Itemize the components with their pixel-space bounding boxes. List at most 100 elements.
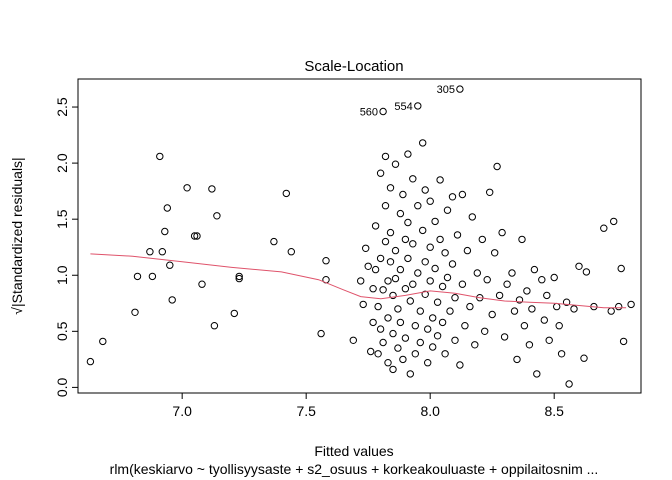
data-point — [545, 336, 553, 344]
data-point — [513, 355, 521, 364]
data-point — [371, 222, 380, 230]
data-point — [508, 269, 516, 277]
data-point — [530, 265, 539, 274]
data-point — [575, 262, 583, 270]
data-point — [374, 350, 382, 358]
data-point — [468, 213, 476, 221]
point-label: 554 — [394, 101, 412, 113]
data-point — [503, 280, 511, 288]
data-point — [146, 248, 154, 256]
data-point — [436, 176, 444, 184]
data-point — [600, 224, 608, 232]
data-point — [376, 254, 385, 263]
data-point — [133, 272, 142, 281]
data-point — [183, 184, 191, 192]
data-point — [396, 209, 405, 218]
data-point — [409, 280, 417, 288]
data-point — [448, 193, 457, 201]
data-point — [411, 350, 419, 358]
data-point — [414, 102, 422, 110]
data-point — [617, 264, 625, 273]
data-point — [518, 235, 526, 244]
x-tick-label: 7.0 — [172, 403, 192, 419]
data-point — [466, 302, 474, 311]
data-point — [394, 305, 402, 313]
data-point — [619, 337, 628, 346]
point-labels: 305 554 560 — [360, 84, 455, 118]
data-point — [394, 344, 402, 352]
data-point — [483, 276, 491, 284]
data-point — [389, 329, 397, 338]
point-label: 560 — [360, 107, 378, 119]
data-point — [419, 139, 427, 147]
data-point — [374, 302, 382, 311]
data-point — [414, 269, 422, 277]
data-point — [451, 294, 459, 302]
data-point — [426, 197, 434, 205]
data-point — [381, 202, 390, 210]
data-point — [557, 350, 566, 358]
data-point — [607, 307, 615, 315]
data-point — [270, 237, 278, 246]
x-tick-label: 7.5 — [296, 403, 316, 419]
y-tick-label: 2.0 — [54, 153, 70, 173]
data-point — [404, 254, 412, 263]
data-point — [396, 318, 405, 327]
data-point — [426, 277, 434, 285]
data-point — [424, 325, 432, 333]
data-point — [131, 308, 139, 316]
data-point — [446, 307, 454, 315]
data-point — [86, 357, 95, 366]
data-point — [456, 85, 464, 93]
data-point — [500, 333, 509, 341]
data-point — [158, 248, 167, 256]
data-point — [379, 107, 387, 116]
data-point — [421, 290, 429, 298]
data-point — [411, 322, 419, 330]
data-point — [421, 258, 429, 266]
data-point — [431, 264, 439, 273]
data-point — [213, 212, 221, 220]
data-point — [230, 309, 239, 318]
data-point — [287, 248, 295, 256]
data-point — [379, 338, 387, 347]
data-point — [322, 257, 330, 265]
data-point — [433, 298, 442, 306]
data-point — [168, 296, 176, 304]
data-point — [414, 202, 422, 210]
data-point — [510, 307, 519, 315]
data-point — [441, 249, 449, 257]
data-point — [555, 322, 563, 330]
data-point — [424, 359, 432, 367]
data-point — [429, 343, 437, 351]
x-tick-label: 8.5 — [544, 403, 564, 419]
data-point — [210, 322, 219, 330]
data-point — [404, 150, 412, 158]
data-point — [481, 327, 489, 335]
data-point — [495, 291, 504, 300]
data-point — [384, 359, 392, 367]
data-point — [491, 249, 499, 257]
data-point — [198, 280, 206, 288]
data-point — [386, 258, 395, 266]
x-axis: 7.0 7.5 8.0 8.5 — [172, 393, 564, 419]
y-axis: 0.0 0.5 1.0 1.5 2.0 2.5 — [54, 97, 78, 397]
data-point — [384, 314, 392, 322]
data-point — [148, 272, 157, 281]
data-point — [235, 272, 243, 281]
plot-frame — [77, 78, 642, 394]
data-point — [528, 305, 536, 313]
data-point — [433, 332, 442, 340]
data-point — [391, 160, 400, 168]
data-point — [409, 240, 417, 248]
data-point — [381, 152, 390, 161]
data-point — [401, 235, 410, 244]
data-point — [456, 361, 464, 369]
data-point — [570, 305, 578, 313]
data-point — [99, 337, 107, 346]
data-point — [550, 273, 558, 282]
data-point — [190, 232, 199, 240]
data-point — [389, 365, 397, 374]
data-point — [453, 231, 462, 239]
